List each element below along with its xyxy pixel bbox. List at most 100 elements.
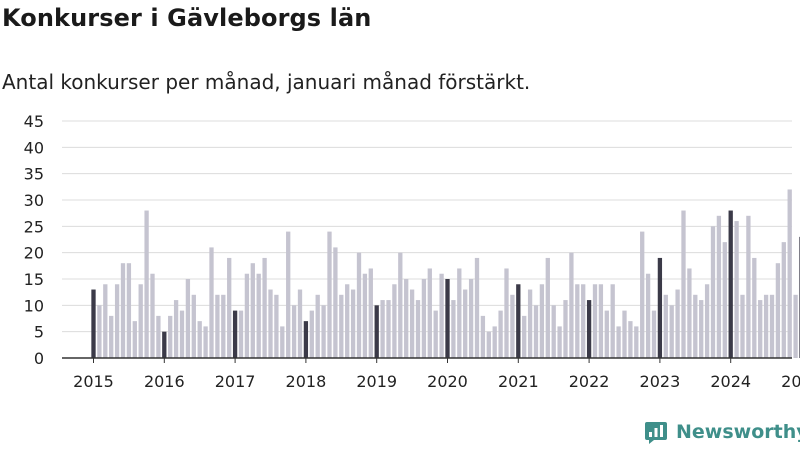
bar xyxy=(628,321,633,358)
bar xyxy=(374,305,379,358)
x-tick-label: 2019 xyxy=(356,372,397,391)
bar xyxy=(114,284,120,358)
bar xyxy=(704,284,710,358)
bar xyxy=(640,231,645,358)
bar xyxy=(321,305,326,358)
bar xyxy=(746,215,751,358)
bar xyxy=(333,247,338,358)
y-tick-label: 30 xyxy=(24,191,44,210)
bar xyxy=(439,273,444,358)
bar xyxy=(126,263,132,358)
bar xyxy=(545,257,550,358)
bar xyxy=(380,300,385,358)
y-tick-label: 25 xyxy=(24,217,44,236)
x-tick-label: 2021 xyxy=(498,372,539,391)
y-tick-label: 15 xyxy=(24,270,44,289)
bar xyxy=(297,289,303,358)
bar xyxy=(581,284,586,358)
bar xyxy=(598,284,604,358)
bar xyxy=(409,289,415,358)
bar xyxy=(474,257,480,358)
bar xyxy=(728,210,733,358)
bar xyxy=(309,310,314,358)
bar xyxy=(97,305,102,358)
bar xyxy=(693,294,698,358)
bar xyxy=(185,279,191,358)
bar xyxy=(138,284,143,358)
bar xyxy=(752,257,757,358)
bar xyxy=(339,294,344,358)
bar xyxy=(592,284,598,358)
bar xyxy=(604,310,609,358)
bar xyxy=(268,289,273,358)
bar xyxy=(675,289,680,358)
bar xyxy=(209,247,214,358)
bar xyxy=(480,315,486,358)
bar xyxy=(404,279,409,358)
bar xyxy=(345,284,350,358)
bar xyxy=(722,242,727,358)
bar xyxy=(173,300,179,358)
bar xyxy=(215,294,220,358)
bar xyxy=(250,263,255,358)
bar xyxy=(457,268,462,358)
bar xyxy=(144,210,149,358)
x-tick-label: 2024 xyxy=(710,372,751,391)
bar xyxy=(463,289,468,358)
bar xyxy=(645,273,651,358)
bar xyxy=(262,257,267,358)
bar xyxy=(356,252,362,358)
bar xyxy=(315,294,320,358)
bar xyxy=(740,294,745,358)
bar xyxy=(486,331,491,358)
bar xyxy=(687,268,692,358)
bar xyxy=(286,231,291,358)
bar xyxy=(616,326,621,358)
bar xyxy=(716,215,722,358)
y-tick-label: 45 xyxy=(24,112,44,131)
x-tick-label: 2022 xyxy=(569,372,610,391)
bar xyxy=(168,315,173,358)
bar xyxy=(516,284,521,358)
bar xyxy=(451,300,456,358)
bar xyxy=(362,273,368,358)
bar xyxy=(468,279,474,358)
bar xyxy=(763,294,769,358)
chart-title: Konkurser i Gävleborgs län xyxy=(2,4,372,32)
bar xyxy=(327,231,332,358)
bar xyxy=(179,310,185,358)
bar xyxy=(610,284,615,358)
bar xyxy=(433,310,438,358)
bar xyxy=(109,315,114,358)
bar xyxy=(368,268,373,358)
bar xyxy=(504,268,509,358)
bar xyxy=(191,294,196,358)
bar xyxy=(569,252,574,358)
bar xyxy=(492,326,497,358)
bar xyxy=(793,294,798,358)
bar xyxy=(244,273,250,358)
bar xyxy=(510,294,515,358)
bar xyxy=(533,305,539,358)
bar xyxy=(221,294,226,358)
bar xyxy=(445,279,450,358)
bar xyxy=(586,300,592,358)
chart-subtitle: Antal konkurser per månad, januari månad… xyxy=(2,70,531,94)
bar xyxy=(421,279,427,358)
bar xyxy=(386,300,391,358)
bar xyxy=(256,273,261,358)
bar xyxy=(522,315,527,358)
bar xyxy=(527,289,533,358)
bar xyxy=(669,305,674,358)
bar xyxy=(150,273,155,358)
x-tick-label: 2016 xyxy=(144,372,185,391)
bar xyxy=(291,305,297,358)
bar xyxy=(758,300,763,358)
bar xyxy=(634,326,639,358)
x-tick-label: 2018 xyxy=(286,372,327,391)
bar xyxy=(699,300,704,358)
bar xyxy=(103,284,108,358)
x-tick-label: 2015 xyxy=(73,372,114,391)
